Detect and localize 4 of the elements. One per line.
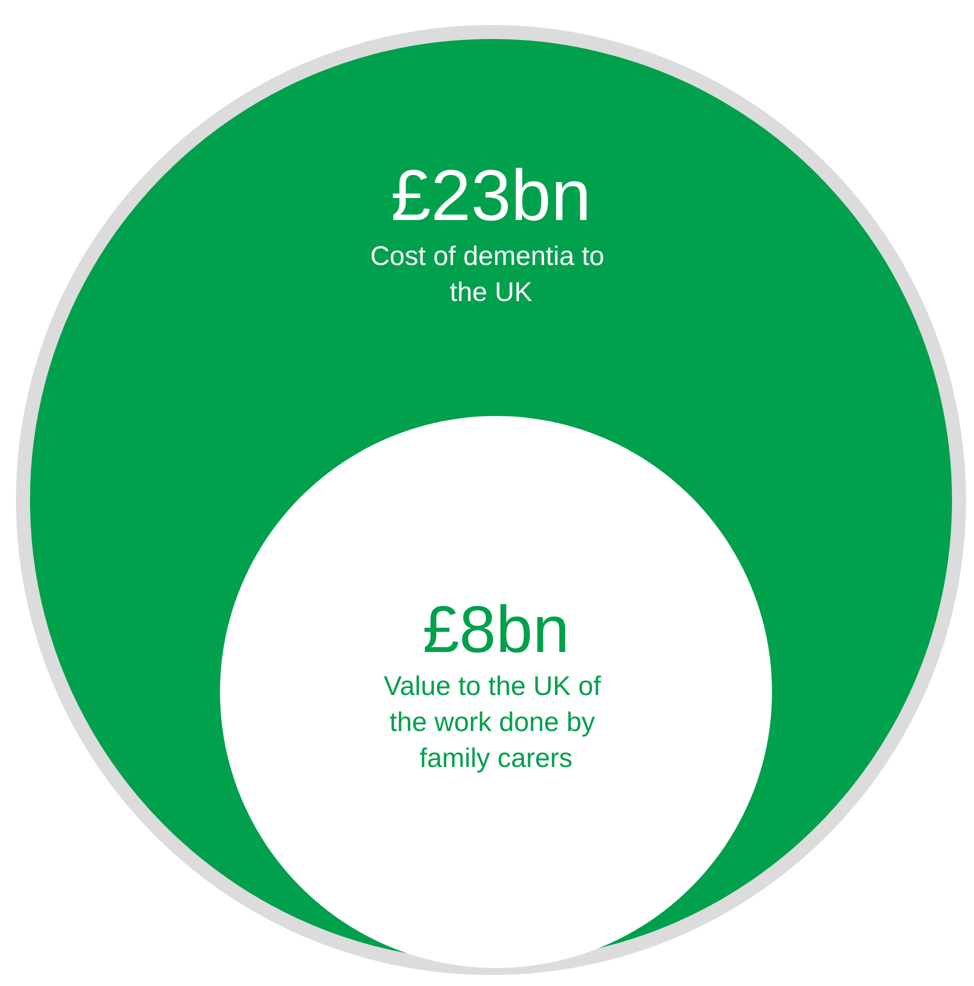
- category-label: Value to the UK of the work done by family carers: [384, 670, 608, 773]
- category-label: Cost of dementia to the UK: [370, 241, 612, 307]
- data-label: £23bn: [390, 156, 592, 236]
- data-label: £8bn: [422, 592, 570, 666]
